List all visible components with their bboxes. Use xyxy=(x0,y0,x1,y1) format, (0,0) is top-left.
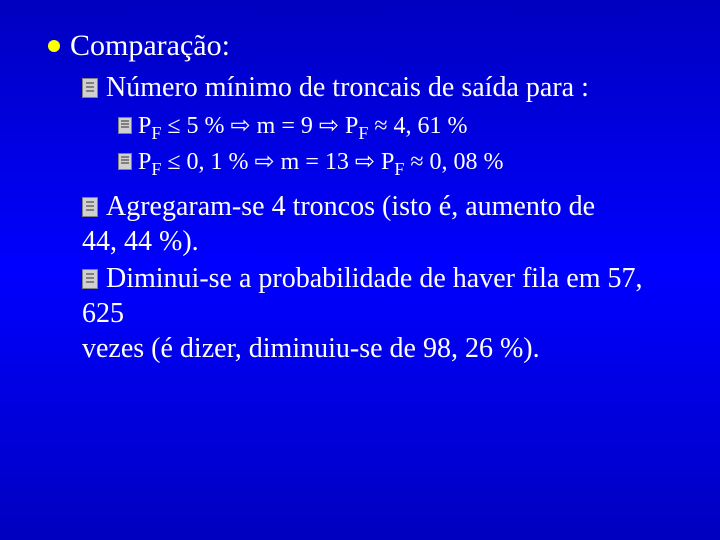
pf-symbol: P xyxy=(138,149,151,175)
document-icon xyxy=(118,117,132,134)
document-icon xyxy=(82,78,98,98)
formula-mid: ≤ 0, 1 % ⇨ m = 13 ⇨ P xyxy=(161,149,394,175)
paragraph-2: Diminui-se a probabilidade de haver fila… xyxy=(82,261,684,366)
formula-mid: ≤ 5 % ⇨ m = 9 ⇨ P xyxy=(161,113,358,139)
formula-row-1: PF ≤ 5 % ⇨ m = 9 ⇨ PF ≈ 4, 61 % xyxy=(118,111,684,145)
pf-subscript: F xyxy=(151,123,161,143)
pf-subscript: F xyxy=(151,159,161,179)
document-icon xyxy=(82,269,98,289)
para1-line2: 44, 44 %). xyxy=(82,226,199,257)
formula-tail: ≈ 0, 08 % xyxy=(404,149,503,175)
para1-line1: Agregaram-se 4 troncos (isto é, aumento … xyxy=(106,191,595,222)
document-icon xyxy=(118,153,132,170)
title-line: Comparação: xyxy=(48,28,684,64)
formula-row-2: PF ≤ 0, 1 % ⇨ m = 13 ⇨ PF ≈ 0, 08 % xyxy=(118,147,684,181)
para2-line2: vezes (é dizer, diminuiu-se de 98, 26 %)… xyxy=(82,333,540,364)
formula-tail: ≈ 4, 61 % xyxy=(368,113,467,139)
pf-subscript-2: F xyxy=(394,159,404,179)
paragraph-1: Agregaram-se 4 troncos (isto é, aumento … xyxy=(82,189,684,259)
subtitle-text: Número mínimo de troncais de saída para … xyxy=(106,72,589,103)
document-icon xyxy=(82,197,98,217)
pf-symbol: P xyxy=(138,113,151,139)
para2-line1: Diminui-se a probabilidade de haver fila… xyxy=(82,263,642,329)
pf-subscript-2: F xyxy=(358,123,368,143)
title-text: Comparação: xyxy=(70,29,230,62)
bullet-icon xyxy=(48,40,60,52)
slide: Comparação: Número mínimo de troncais de… xyxy=(0,0,720,366)
subtitle-line: Número mínimo de troncais de saída para … xyxy=(82,70,684,105)
